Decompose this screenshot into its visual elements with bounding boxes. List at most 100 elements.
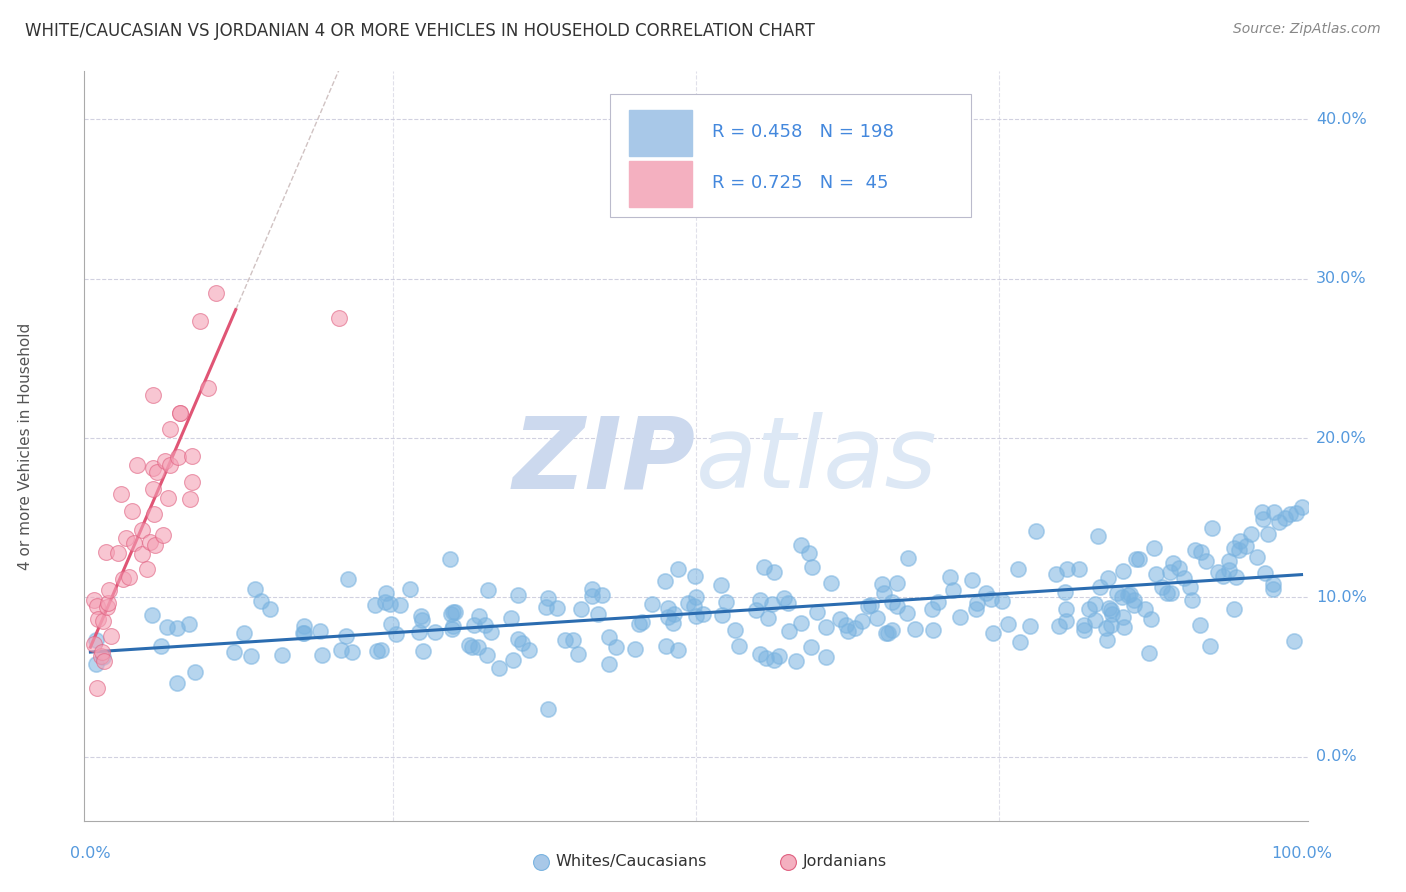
- Text: Whites/Caucasians: Whites/Caucasians: [555, 855, 707, 870]
- Point: [408, 625, 430, 640]
- Point: [169, 406, 191, 420]
- Point: [710, 608, 733, 623]
- Point: [1189, 544, 1212, 558]
- Point: [627, 617, 650, 632]
- Point: [423, 624, 446, 639]
- Point: [762, 565, 785, 579]
- Point: [1279, 507, 1302, 521]
- Point: [143, 507, 166, 521]
- Point: [1206, 565, 1229, 579]
- Point: [567, 647, 589, 661]
- Point: [1201, 520, 1223, 534]
- Point: [880, 595, 903, 609]
- Text: Jordanians: Jordanians: [803, 855, 887, 870]
- Point: [683, 569, 706, 583]
- Point: [1056, 562, 1078, 576]
- Point: [1195, 554, 1218, 568]
- Point: [90, 645, 112, 659]
- Point: [330, 642, 353, 657]
- Point: [245, 582, 267, 597]
- Point: [1234, 539, 1257, 553]
- Point: [870, 576, 893, 591]
- Point: [91, 614, 114, 628]
- Point: [1045, 566, 1067, 581]
- Point: [1116, 588, 1139, 602]
- Point: [475, 648, 498, 662]
- Point: [828, 612, 851, 626]
- Point: [662, 607, 685, 622]
- Point: [1054, 615, 1077, 629]
- Point: [776, 596, 799, 610]
- Point: [94, 545, 117, 559]
- Point: [880, 623, 903, 637]
- Point: [443, 605, 465, 619]
- Point: [1285, 506, 1308, 520]
- Point: [1261, 577, 1284, 591]
- Point: [166, 621, 188, 635]
- Point: [756, 611, 779, 625]
- Point: [922, 623, 945, 637]
- Point: [592, 588, 614, 602]
- Point: [655, 639, 678, 653]
- Point: [1159, 565, 1181, 579]
- Point: [167, 450, 190, 465]
- Point: [605, 640, 627, 655]
- Point: [778, 624, 800, 639]
- Point: [876, 625, 898, 640]
- Point: [844, 622, 866, 636]
- Point: [820, 576, 842, 591]
- Point: [1047, 618, 1070, 632]
- Text: R = 0.725   N =  45: R = 0.725 N = 45: [711, 174, 889, 192]
- Point: [806, 605, 828, 619]
- Point: [439, 552, 461, 566]
- Point: [763, 653, 786, 667]
- Point: [309, 624, 332, 639]
- Point: [598, 630, 620, 644]
- Point: [335, 629, 357, 643]
- Point: [1090, 580, 1112, 594]
- Text: 4 or more Vehicles in Household: 4 or more Vehicles in Household: [18, 322, 34, 570]
- Point: [768, 649, 790, 664]
- Point: [181, 449, 204, 463]
- Point: [107, 546, 129, 560]
- Point: [477, 582, 499, 597]
- Point: [197, 380, 219, 394]
- Point: [468, 608, 491, 623]
- Point: [724, 623, 747, 637]
- Point: [1087, 529, 1109, 543]
- FancyBboxPatch shape: [628, 161, 692, 207]
- Point: [143, 538, 166, 552]
- Point: [1097, 571, 1119, 585]
- Point: [1268, 515, 1291, 529]
- Point: [949, 610, 972, 624]
- Point: [385, 627, 408, 641]
- Point: [797, 546, 820, 560]
- Point: [927, 594, 949, 608]
- Point: [83, 592, 105, 607]
- Point: [569, 602, 592, 616]
- Point: [1111, 591, 1133, 605]
- Point: [1261, 582, 1284, 597]
- Point: [785, 654, 807, 668]
- Point: [1251, 505, 1274, 519]
- FancyBboxPatch shape: [610, 94, 972, 218]
- Point: [1161, 556, 1184, 570]
- Point: [328, 311, 350, 326]
- Point: [1139, 612, 1161, 626]
- Point: [1067, 562, 1090, 576]
- Point: [131, 547, 153, 561]
- Point: [142, 461, 165, 475]
- Point: [749, 648, 772, 662]
- Point: [1274, 511, 1296, 525]
- Point: [97, 596, 120, 610]
- Point: [1025, 524, 1047, 539]
- Point: [624, 642, 647, 657]
- Point: [398, 582, 420, 597]
- Point: [537, 702, 560, 716]
- Point: [1084, 597, 1107, 611]
- Point: [84, 657, 107, 671]
- Point: [292, 625, 315, 640]
- Point: [942, 583, 965, 598]
- Text: 40.0%: 40.0%: [1316, 112, 1367, 127]
- Point: [125, 458, 148, 472]
